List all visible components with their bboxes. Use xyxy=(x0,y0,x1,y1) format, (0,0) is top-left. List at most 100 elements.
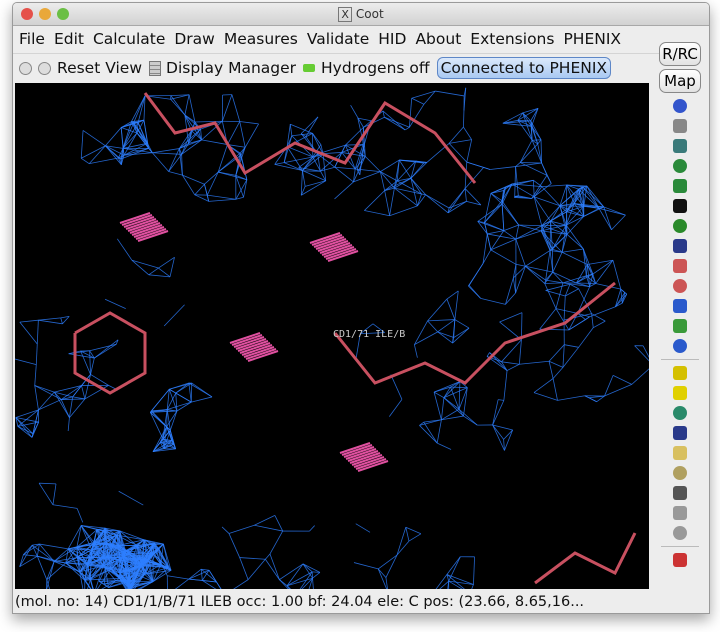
torsion-icon[interactable] xyxy=(673,139,687,153)
contact-dot xyxy=(315,238,347,250)
side-toolbar: R/RC Map xyxy=(653,39,707,609)
triangle-arrow-icon[interactable] xyxy=(673,199,687,213)
menu-draw[interactable]: Draw xyxy=(174,30,215,48)
chain-refine-icon[interactable] xyxy=(673,179,687,193)
contact-dot xyxy=(123,216,155,228)
rotamer-icon[interactable] xyxy=(673,239,687,253)
contact-dot xyxy=(323,246,355,258)
contact-dot xyxy=(355,458,387,470)
menu-edit[interactable]: Edit xyxy=(53,30,84,48)
add-terminal-residue-icon[interactable] xyxy=(673,366,687,380)
contact-dot xyxy=(127,220,159,232)
window-title: Coot xyxy=(355,7,384,21)
menu-about[interactable]: About xyxy=(415,30,462,48)
density-map-view xyxy=(13,87,654,613)
x11-icon: X xyxy=(338,7,352,22)
bond-stick xyxy=(73,311,147,395)
menu-hid[interactable]: HID xyxy=(378,30,407,48)
auto-fit-rotamer-icon[interactable] xyxy=(673,219,687,233)
sphere-refine-icon[interactable] xyxy=(673,99,687,113)
bond-stick xyxy=(333,281,616,385)
contact-dot xyxy=(243,346,275,358)
map-mesh xyxy=(13,87,654,613)
status-bar: (mol. no: 14) CD1/1/B/71 ILEB occ: 1.00 … xyxy=(15,594,585,610)
map-button[interactable]: Map xyxy=(659,69,701,93)
menu-measures[interactable]: Measures xyxy=(223,30,298,48)
contact-dot xyxy=(343,446,375,458)
contact-dot xyxy=(237,340,269,352)
contact-dot xyxy=(233,336,265,348)
contact-dot xyxy=(241,344,273,356)
hydrogens-button[interactable]: Hydrogens off xyxy=(303,59,430,77)
redo-icon[interactable] xyxy=(673,526,687,540)
contact-dot xyxy=(325,248,357,260)
mutate-icon[interactable] xyxy=(673,466,687,480)
rigid-body-fit-icon[interactable] xyxy=(673,159,687,173)
undo-icon[interactable] xyxy=(673,506,687,520)
menu-calculate[interactable]: Calculate xyxy=(92,30,166,48)
add-alt-conf-icon[interactable] xyxy=(673,446,687,460)
contact-dot xyxy=(339,442,371,454)
contact-dot xyxy=(137,230,169,242)
contact-dot xyxy=(239,342,271,354)
contact-dot xyxy=(229,332,261,344)
contact-dot xyxy=(129,222,161,234)
reset-view-label: Reset View xyxy=(57,59,143,77)
rrc-button[interactable]: R/RC xyxy=(659,42,701,66)
close-button[interactable] xyxy=(21,8,33,20)
contact-dot xyxy=(313,236,345,248)
contact-dot xyxy=(135,228,167,240)
contact-dot xyxy=(317,240,349,252)
contact-dot xyxy=(351,454,383,466)
edit-chi-icon[interactable] xyxy=(673,259,687,273)
atom-label: CD1/71 ILE/B xyxy=(333,329,406,340)
menu-extensions[interactable]: Extensions xyxy=(470,30,555,48)
contact-dot xyxy=(353,456,385,468)
flip-peptide-icon[interactable] xyxy=(673,299,687,313)
delete-icon[interactable] xyxy=(673,486,687,500)
contact-dot xyxy=(347,450,379,462)
side-chain-180-icon[interactable] xyxy=(673,319,687,333)
contact-dot xyxy=(357,460,389,472)
hydrogens-icon xyxy=(303,64,316,72)
display-manager-label: Display Manager xyxy=(166,59,297,77)
toolbar: Reset View Display Manager Hydrogens off… xyxy=(13,53,659,82)
contact-dot xyxy=(345,448,377,460)
contact-dot xyxy=(119,212,151,224)
add-atom-icon[interactable] xyxy=(673,406,687,420)
radioactive-icon[interactable] xyxy=(673,386,687,400)
play-icon[interactable] xyxy=(19,61,32,75)
reset-view-button[interactable]: Reset View xyxy=(57,59,142,77)
regularize-icon[interactable] xyxy=(673,279,687,293)
menu-file[interactable]: File xyxy=(19,30,45,48)
zoom-button[interactable] xyxy=(57,8,69,20)
contact-dot xyxy=(235,338,267,350)
contact-dot xyxy=(321,244,353,256)
menu-phenix[interactable]: PHENIX xyxy=(563,30,622,48)
contact-dot xyxy=(131,224,163,236)
rotate-translate-icon[interactable] xyxy=(673,119,687,133)
display-manager-button[interactable]: Display Manager xyxy=(149,59,296,77)
contact-dot xyxy=(121,214,153,226)
menu-validate[interactable]: Validate xyxy=(306,30,370,48)
separator xyxy=(661,546,699,547)
contact-dot xyxy=(309,232,341,244)
graphics-canvas[interactable]: CD1/71 ILE/B xyxy=(13,83,654,613)
contact-dot xyxy=(319,242,351,254)
contact-dot xyxy=(341,444,373,456)
stop-icon[interactable] xyxy=(38,61,51,75)
contact-dot xyxy=(311,234,343,246)
contact-dot xyxy=(133,226,165,238)
bond-stick xyxy=(534,532,637,585)
place-atom-icon[interactable] xyxy=(673,426,687,440)
contact-dot xyxy=(245,348,277,360)
contact-dot xyxy=(327,250,359,262)
cis-trans-icon[interactable] xyxy=(673,339,687,353)
contact-dot xyxy=(247,350,279,362)
connected-to-phenix-button[interactable]: Connected to PHENIX xyxy=(436,57,612,79)
minimize-button[interactable] xyxy=(39,8,51,20)
flag-icon[interactable] xyxy=(673,553,687,567)
contact-dot xyxy=(231,334,263,346)
contact-dot xyxy=(125,218,157,230)
hydrogens-label: Hydrogens off xyxy=(321,59,430,77)
